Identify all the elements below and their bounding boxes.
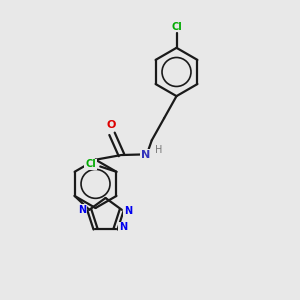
Text: N: N (119, 222, 127, 233)
Text: N: N (124, 206, 132, 216)
Text: H: H (155, 145, 162, 155)
Text: N: N (78, 205, 86, 215)
Text: Cl: Cl (85, 159, 96, 170)
Text: O: O (107, 120, 116, 130)
Text: Cl: Cl (171, 22, 182, 32)
Text: N: N (141, 150, 151, 160)
